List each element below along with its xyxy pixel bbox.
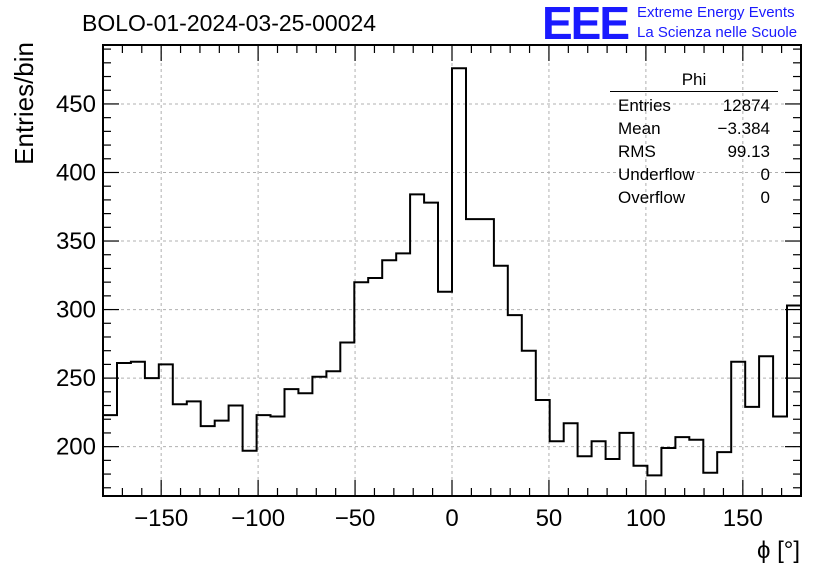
x-tick-label: 50	[536, 505, 563, 532]
logo-line-2: La Scienza nelle Scuole	[637, 24, 798, 41]
eee-logo: EEE	[542, 0, 630, 49]
stats-box: Phi Entries 12874 Mean −3.384 RMS 99.13 …	[610, 70, 778, 209]
y-tick-label: 450	[56, 91, 96, 118]
y-tick-label: 350	[56, 228, 96, 255]
stats-value: 0	[760, 165, 770, 184]
stats-row-entries: Entries 12874	[610, 94, 778, 117]
stats-label: RMS	[618, 142, 656, 161]
x-tick-label: 100	[626, 505, 666, 532]
stats-label: Entries	[618, 96, 671, 115]
x-tick-label: 0	[445, 505, 458, 532]
x-tick-label: −50	[335, 505, 376, 532]
stats-value: 99.13	[727, 142, 770, 161]
logo-line-1: Extreme Energy Events	[637, 4, 795, 21]
chart-title: BOLO-01-2024-03-25-00024	[82, 10, 377, 36]
x-tick-label: −150	[134, 505, 188, 532]
axis-ticks	[102, 45, 802, 496]
stats-row-overflow: Overflow 0	[610, 186, 778, 209]
y-axis-label: Entries/bin	[9, 42, 39, 165]
stats-label: Mean	[618, 119, 661, 138]
x-tick-labels: −150 −100 −50 0 50 100 150	[134, 505, 763, 532]
stats-value: 12874	[722, 96, 770, 115]
histogram-series	[103, 67, 801, 477]
x-tick-label: −100	[231, 505, 285, 532]
x-axis-label: ϕ [°]	[757, 537, 800, 564]
y-tick-label: 250	[56, 365, 96, 392]
stats-value: 0	[760, 188, 770, 207]
stats-label: Overflow	[618, 188, 686, 207]
stats-row-rms: RMS 99.13	[610, 140, 778, 163]
stats-row-underflow: Underflow 0	[610, 163, 778, 186]
stats-title: Phi	[610, 70, 778, 92]
y-tick-labels: 200 250 300 350 400 450	[56, 91, 96, 461]
x-tick-label: 150	[723, 505, 763, 532]
stats-label: Underflow	[618, 165, 695, 184]
stats-row-mean: Mean −3.384	[610, 117, 778, 140]
stats-value: −3.384	[717, 119, 770, 138]
y-tick-label: 300	[56, 297, 96, 324]
y-tick-label: 200	[56, 434, 96, 461]
y-tick-label: 400	[56, 159, 96, 186]
